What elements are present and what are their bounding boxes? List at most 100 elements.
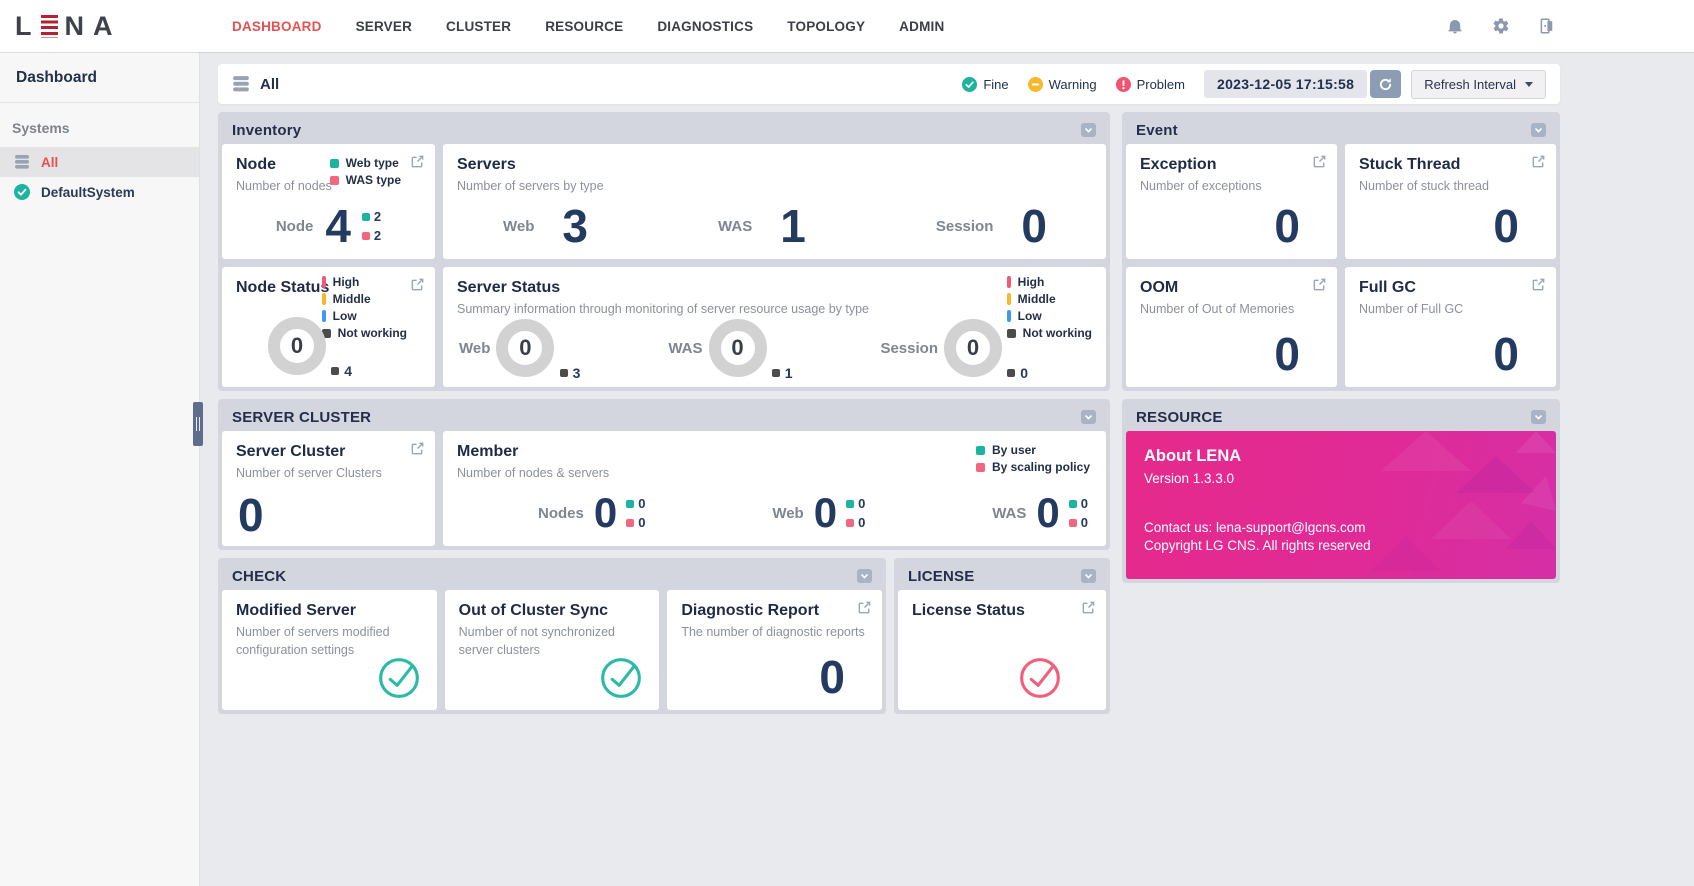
- middle-swatch: [1006, 293, 1011, 305]
- external-link-icon[interactable]: [1531, 154, 1546, 169]
- sidebar-collapse-handle[interactable]: [193, 402, 203, 446]
- node-count-metric: Node 4 2 2: [222, 203, 435, 249]
- external-link-icon[interactable]: [1081, 600, 1096, 615]
- collapse-panel-icon[interactable]: [857, 569, 872, 583]
- collapse-panel-icon[interactable]: [1081, 410, 1096, 424]
- card-title: Full GC: [1359, 279, 1416, 296]
- sidebar-item-all[interactable]: All: [0, 147, 199, 177]
- license-panel: LICENSE License Status: [894, 558, 1110, 714]
- card-title: License Status: [912, 602, 1025, 619]
- external-link-icon[interactable]: [410, 154, 425, 169]
- nav-admin[interactable]: ADMIN: [899, 18, 945, 34]
- full-gc-card: Full GC Number of Full GC 0: [1345, 267, 1556, 387]
- sidebar: Dashboard Systems All DefaultSystem: [0, 52, 200, 886]
- external-link-icon[interactable]: [1312, 154, 1327, 169]
- card-subtitle: Number of nodes: [236, 179, 332, 193]
- nav-dashboard[interactable]: DASHBOARD: [232, 18, 322, 34]
- diagnostic-report-card: Diagnostic Report The number of diagnost…: [667, 590, 882, 710]
- legend-label: Low: [1017, 309, 1042, 323]
- was-value: 0: [1036, 489, 1059, 536]
- web-metric: Web 0 0 0: [772, 492, 865, 534]
- status-ok-check-icon: [377, 656, 421, 700]
- refresh-interval-dropdown[interactable]: Refresh Interval: [1411, 69, 1546, 99]
- server-status-donuts: Web 0 3 WAS 0 1 Session 0: [459, 319, 1028, 381]
- card-title: Node: [236, 156, 276, 173]
- card-subtitle: Number of servers by type: [457, 179, 604, 193]
- not-working-swatch: [1006, 328, 1016, 338]
- servers-metrics: Web 3 WAS 1 Session 0: [503, 200, 1047, 252]
- collapse-panel-icon[interactable]: [1081, 123, 1096, 137]
- external-link-icon[interactable]: [857, 600, 872, 615]
- legend-label: Middle: [332, 292, 371, 306]
- legend-label: Web type: [345, 156, 399, 170]
- by-scaling-policy-swatch: [1068, 518, 1077, 527]
- web-servers-value: 3: [562, 200, 588, 252]
- status-warning-check-icon: [1018, 656, 1062, 700]
- server-cluster-card: Server Cluster Number of server Clusters…: [222, 431, 435, 546]
- not-working-swatch: [559, 369, 568, 377]
- was-status-donut: WAS 0 1: [668, 319, 793, 381]
- total-count: 0: [1020, 365, 1028, 381]
- total-count: 3: [572, 365, 581, 381]
- by-scaling-policy-swatch: [846, 518, 855, 527]
- sidebar-item-label: All: [41, 154, 59, 170]
- external-link-icon[interactable]: [1531, 277, 1546, 292]
- nav-resource[interactable]: RESOURCE: [545, 18, 624, 34]
- external-link-icon[interactable]: [410, 277, 425, 292]
- scope-label: All: [260, 75, 280, 93]
- middle-swatch: [321, 293, 326, 305]
- low-swatch: [1006, 310, 1011, 322]
- was-type-count: 2: [373, 228, 382, 243]
- nav-topology[interactable]: TOPOLOGY: [787, 18, 866, 34]
- session-servers-value: 0: [1021, 200, 1047, 252]
- gear-icon[interactable]: [1492, 17, 1510, 35]
- card-title: Node Status: [236, 279, 330, 296]
- full-gc-value: 0: [1493, 328, 1519, 380]
- sidebar-title: Dashboard: [0, 52, 199, 103]
- by-user-count: 0: [858, 496, 866, 511]
- collapse-panel-icon[interactable]: [1531, 123, 1546, 137]
- exception-value: 0: [1274, 200, 1300, 252]
- collapse-panel-icon[interactable]: [1531, 410, 1546, 424]
- donut-value: 0: [290, 333, 304, 358]
- node-type-legend: Web type WAS type: [329, 156, 401, 187]
- card-subtitle: The number of diagnostic reports: [681, 625, 865, 639]
- nav-cluster[interactable]: CLUSTER: [446, 18, 512, 34]
- database-icon: [14, 155, 30, 169]
- about-lena-card: About LENA Version 1.3.3.0 Contact us: l…: [1126, 431, 1556, 579]
- check-panel-title: CHECK: [232, 567, 287, 585]
- collapse-panel-icon[interactable]: [1081, 569, 1096, 583]
- node-card: Node Number of nodes Web type WAS type N…: [222, 144, 435, 259]
- not-working-swatch: [771, 369, 780, 377]
- bell-icon[interactable]: [1446, 17, 1464, 35]
- by-policy-count: 0: [1080, 515, 1088, 530]
- member-card: Member Number of nodes & servers By user…: [443, 431, 1106, 546]
- refresh-button[interactable]: [1370, 70, 1402, 98]
- external-link-icon[interactable]: [410, 441, 425, 456]
- was-servers-value: 1: [780, 200, 806, 252]
- sidebar-item-defaultsystem[interactable]: DefaultSystem: [0, 177, 199, 207]
- legend-fine-label: Fine: [983, 76, 1009, 92]
- resource-panel: RESOURCE Abou: [1122, 399, 1560, 583]
- metric-label: Web: [772, 504, 804, 522]
- nav-diagnostics[interactable]: DIAGNOSTICS: [657, 18, 754, 34]
- diagnostic-report-value: 0: [819, 651, 845, 703]
- card-title: Stuck Thread: [1359, 156, 1461, 173]
- card-subtitle: Number of not synchronized server cluste…: [458, 625, 615, 657]
- external-link-icon[interactable]: [1312, 277, 1327, 292]
- exception-card: Exception Number of exceptions 0: [1126, 144, 1337, 259]
- sidebar-section-systems: Systems: [12, 120, 70, 136]
- node-status-card: Node Status High Middle Low Not working …: [222, 267, 435, 387]
- about-lena-contact: Contact us: lena-support@lgcns.com: [1144, 520, 1366, 535]
- was-type-swatch: [329, 175, 339, 185]
- logout-icon[interactable]: [1538, 17, 1556, 35]
- nav-server[interactable]: SERVER: [355, 18, 413, 34]
- not-working-swatch: [1007, 369, 1016, 377]
- low-swatch: [321, 310, 326, 322]
- card-subtitle: Number of stuck thread: [1359, 179, 1489, 193]
- server-cluster-panel: SERVER CLUSTER Server Cluster Number of …: [218, 399, 1110, 550]
- logo-e-bars-icon: [40, 14, 58, 38]
- metric-label: Session: [880, 339, 938, 357]
- card-subtitle: Number of nodes & servers: [457, 466, 610, 480]
